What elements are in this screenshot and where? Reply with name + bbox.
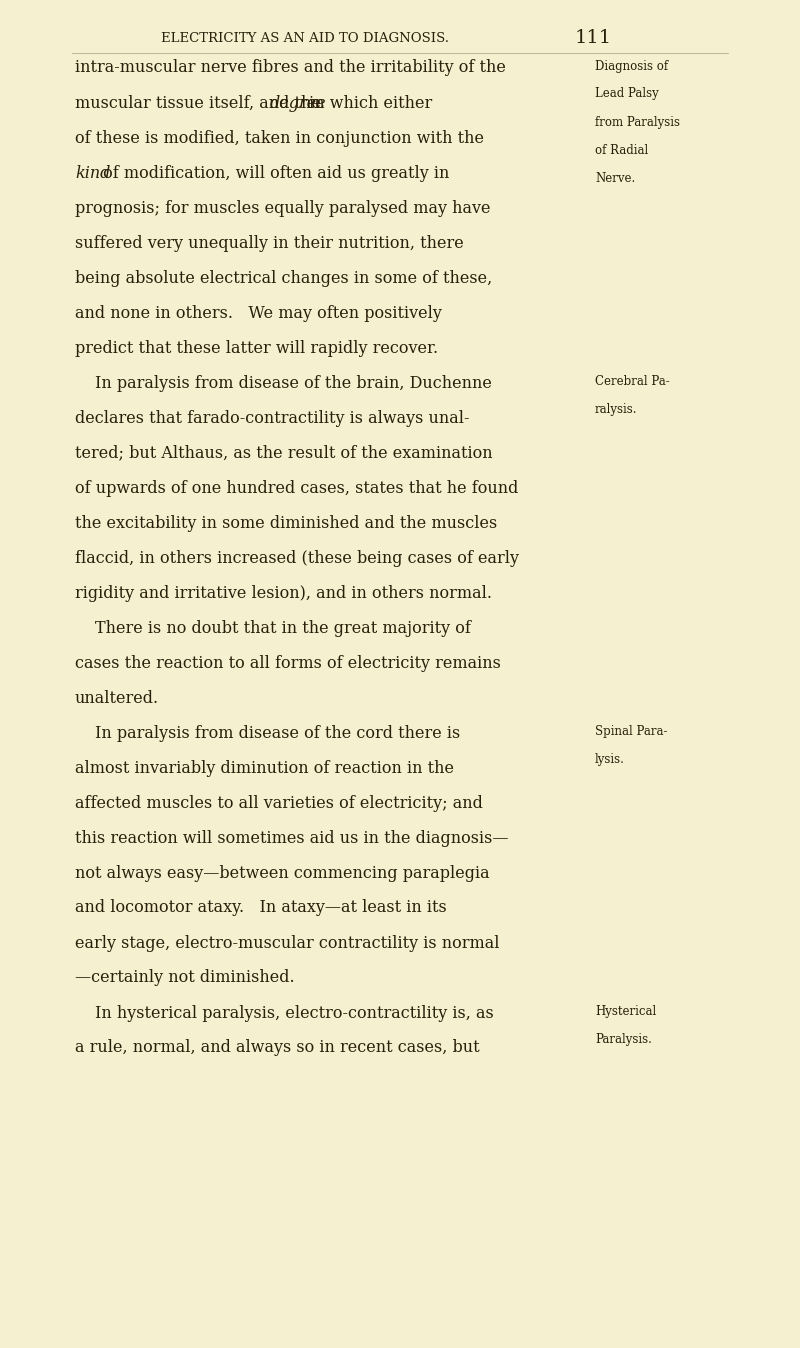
Text: and locomotor ataxy.   In ataxy—at least in its: and locomotor ataxy. In ataxy—at least i…: [75, 899, 446, 917]
Text: declares that farado-contractility is always unal-: declares that farado-contractility is al…: [75, 410, 470, 426]
Text: flaccid, in others increased (these being cases of early: flaccid, in others increased (these bein…: [75, 550, 519, 566]
Text: a rule, normal, and always so in recent cases, but: a rule, normal, and always so in recent …: [75, 1039, 480, 1057]
Text: affected muscles to all varieties of electricity; and: affected muscles to all varieties of ele…: [75, 794, 483, 811]
Text: of these is modified, taken in conjunction with the: of these is modified, taken in conjuncti…: [75, 129, 484, 147]
Text: almost invariably diminution of reaction in the: almost invariably diminution of reaction…: [75, 759, 454, 776]
Text: Paralysis.: Paralysis.: [595, 1033, 652, 1046]
Text: of modification, will often aid us greatly in: of modification, will often aid us great…: [98, 164, 450, 182]
Text: Cerebral Pa-: Cerebral Pa-: [595, 375, 670, 387]
Text: predict that these latter will rapidly recover.: predict that these latter will rapidly r…: [75, 340, 438, 356]
Text: being absolute electrical changes in some of these,: being absolute electrical changes in som…: [75, 270, 492, 287]
Text: Lead Palsy: Lead Palsy: [595, 88, 658, 101]
Text: ralysis.: ralysis.: [595, 403, 638, 415]
Text: the excitability in some diminished and the muscles: the excitability in some diminished and …: [75, 515, 498, 531]
Text: intra-muscular nerve fibres and the irritability of the: intra-muscular nerve fibres and the irri…: [75, 59, 506, 77]
Text: in which either: in which either: [305, 94, 433, 112]
Text: degree: degree: [270, 94, 326, 112]
Text: Nerve.: Nerve.: [595, 171, 635, 185]
Text: not always easy—between commencing paraplegia: not always easy—between commencing parap…: [75, 864, 490, 882]
Text: Diagnosis of: Diagnosis of: [595, 59, 668, 73]
Text: this reaction will sometimes aid us in the diagnosis—: this reaction will sometimes aid us in t…: [75, 829, 509, 847]
Text: There is no doubt that in the great majority of: There is no doubt that in the great majo…: [95, 620, 471, 636]
Text: rigidity and irritative lesion), and in others normal.: rigidity and irritative lesion), and in …: [75, 585, 492, 601]
Text: —certainly not diminished.: —certainly not diminished.: [75, 969, 294, 987]
Text: In paralysis from disease of the brain, Duchenne: In paralysis from disease of the brain, …: [95, 375, 492, 391]
Text: Spinal Para-: Spinal Para-: [595, 724, 667, 737]
Text: tered; but Althaus, as the result of the examination: tered; but Althaus, as the result of the…: [75, 445, 493, 461]
Text: early stage, electro-muscular contractility is normal: early stage, electro-muscular contractil…: [75, 934, 499, 952]
Text: unaltered.: unaltered.: [75, 689, 159, 706]
Text: prognosis; for muscles equally paralysed may have: prognosis; for muscles equally paralysed…: [75, 200, 490, 217]
Text: muscular tissue itself, and the: muscular tissue itself, and the: [75, 94, 326, 112]
Text: In hysterical paralysis, electro-contractility is, as: In hysterical paralysis, electro-contrac…: [95, 1004, 494, 1022]
Text: Hysterical: Hysterical: [595, 1004, 656, 1018]
Text: of Radial: of Radial: [595, 143, 648, 156]
Text: from Paralysis: from Paralysis: [595, 116, 680, 128]
Text: kind: kind: [75, 164, 110, 182]
Text: of upwards of one hundred cases, states that he found: of upwards of one hundred cases, states …: [75, 480, 518, 496]
Text: 111: 111: [575, 30, 612, 47]
Text: ELECTRICITY AS AN AID TO DIAGNOSIS.: ELECTRICITY AS AN AID TO DIAGNOSIS.: [161, 31, 449, 44]
Text: In paralysis from disease of the cord there is: In paralysis from disease of the cord th…: [95, 724, 460, 741]
Text: suffered very unequally in their nutrition, there: suffered very unequally in their nutriti…: [75, 235, 464, 252]
Text: lysis.: lysis.: [595, 752, 625, 766]
Text: and none in others.   We may often positively: and none in others. We may often positiv…: [75, 305, 442, 322]
Text: cases the reaction to all forms of electricity remains: cases the reaction to all forms of elect…: [75, 655, 501, 671]
